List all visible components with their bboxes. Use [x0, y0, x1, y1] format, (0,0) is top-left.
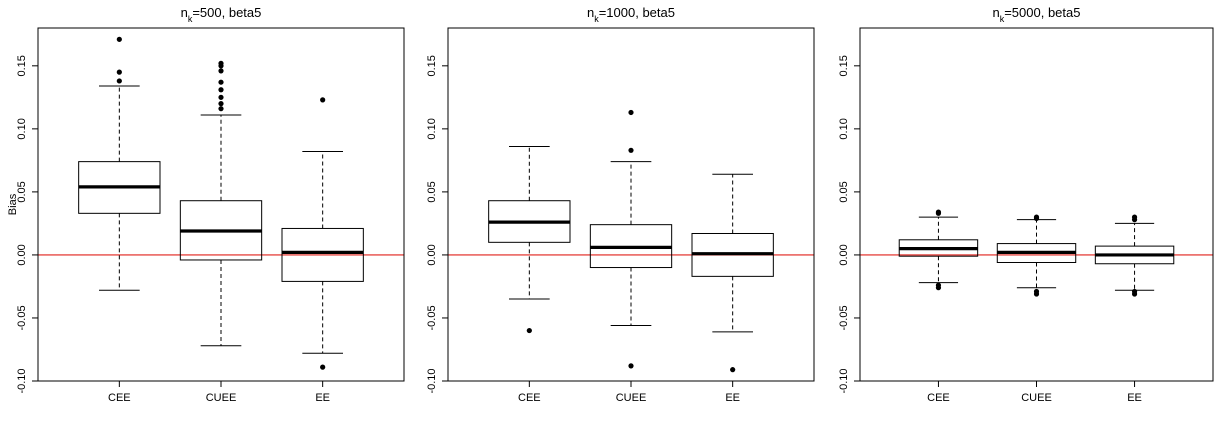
title-rest: =500, beta5 [192, 5, 261, 20]
x-tick-label: CUEE [206, 392, 237, 404]
y-tick-label: 0.10 [426, 118, 438, 139]
title-subscript: k [188, 14, 193, 24]
y-tick-label: -0.05 [838, 305, 850, 330]
title-main: n [587, 5, 594, 20]
y-tick-label: 0.15 [426, 55, 438, 76]
outlier-point [218, 87, 224, 93]
outlier-point [116, 78, 122, 84]
y-tick-label: 0.10 [16, 118, 28, 139]
x-tick-label: CEE [108, 392, 131, 404]
y-axis-label: Bias [7, 193, 19, 215]
y-tick-label: 0.15 [16, 55, 28, 76]
y-tick-label: 0.00 [426, 244, 438, 265]
title-subscript: k [1000, 14, 1005, 24]
box-cee [488, 146, 571, 334]
outlier-point [320, 364, 326, 370]
outlier-point [218, 68, 224, 74]
outlier-point [320, 97, 326, 103]
panel-1: nk=500, beta5 -0.10 -0.05 0.00 0.05 0.10 0.15 B… [7, 5, 405, 404]
y-tick-label: -0.05 [16, 305, 28, 330]
iqr-box [281, 227, 364, 282]
panel-title: nk=500, beta5 [181, 5, 262, 24]
outlier-point [730, 367, 736, 373]
outlier-point [935, 209, 942, 215]
y-tick-label: 0.10 [838, 118, 850, 139]
box-cuee [589, 109, 673, 369]
title-main: n [181, 5, 188, 20]
outlier-point [935, 285, 942, 291]
plot-frame [37, 27, 405, 382]
outlier-point [628, 363, 634, 369]
outlier-point [628, 147, 634, 153]
x-tick-label: EE [725, 392, 740, 404]
panel-3: nk=5000, beta5 -0.10 -0.05 0.00 0.05 0.10 0.15… [838, 5, 1214, 404]
title-main: n [992, 5, 999, 20]
outlier-point [218, 79, 224, 85]
outlier-point [628, 109, 634, 116]
title-rest: =1000, beta5 [599, 5, 675, 20]
outlier-point [116, 36, 122, 42]
panel-title: nk=5000, beta5 [992, 5, 1080, 24]
x-tick-label: CUEE [616, 392, 647, 404]
box-ee [691, 173, 774, 373]
box-cuee [996, 214, 1077, 297]
outlier-point [116, 69, 122, 75]
box-cuee [179, 60, 263, 347]
y-tick-label: -0.10 [426, 368, 438, 393]
x-tick-label: CEE [518, 392, 541, 404]
outlier-point [218, 60, 224, 66]
outlier-point [1131, 214, 1138, 220]
y-tick-label: 0.05 [16, 181, 28, 202]
y-tick-label: -0.10 [16, 368, 28, 393]
y-tick-label: 0.00 [16, 244, 28, 265]
y-tick-label: 0.05 [838, 181, 850, 202]
panel-title: nk=1000, beta5 [587, 5, 675, 24]
outlier-point [1033, 214, 1040, 220]
x-tick-label: CUEE [1021, 392, 1052, 404]
box-cee [78, 36, 161, 291]
outlier-point [1131, 291, 1138, 297]
title-rest: =5000, beta5 [1004, 5, 1080, 20]
y-tick-label: 0.05 [426, 181, 438, 202]
y-tick-label: 0.00 [838, 244, 850, 265]
outlier-point [218, 94, 224, 100]
box-cee [898, 209, 979, 291]
panel-2: nk=1000, beta5 -0.10 -0.05 0.00 0.05 0.10 0.15… [426, 5, 815, 404]
plot-frame [447, 27, 815, 382]
outlier-point [218, 101, 224, 107]
outlier-point [1033, 291, 1040, 297]
y-tick-label: -0.05 [426, 305, 438, 330]
outlier-point [526, 327, 532, 334]
title-subscript: k [594, 14, 599, 24]
plot-frame [859, 27, 1214, 382]
outlier-point [218, 106, 224, 112]
box-ee [281, 97, 364, 370]
y-tick-label: -0.10 [838, 368, 850, 393]
y-tick-label: 0.15 [838, 55, 850, 76]
box-ee [1094, 214, 1175, 297]
x-tick-label: EE [315, 392, 330, 404]
x-tick-label: EE [1127, 392, 1142, 404]
x-tick-label: CEE [927, 392, 950, 404]
